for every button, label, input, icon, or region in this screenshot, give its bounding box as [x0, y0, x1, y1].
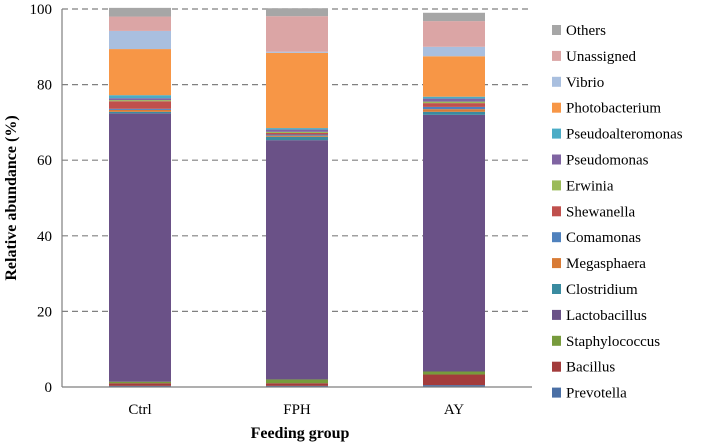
legend-swatch [552, 102, 561, 113]
bar-segment-shewanella [266, 132, 328, 135]
legend-swatch [552, 76, 561, 87]
bar-segment-shewanella [109, 101, 171, 109]
legend-swatch [552, 154, 561, 165]
bar-segment-pseudoalteromonas [266, 128, 328, 130]
x-axis-title: Feeding group [251, 425, 350, 442]
bar-segment-lactobacillus [109, 113, 171, 382]
bar-segment-others [423, 12, 485, 22]
legend-label: Pseudoalteromonas [566, 127, 683, 143]
bar-segment-comamonas [109, 108, 171, 110]
legend-swatch [552, 25, 561, 35]
bar-segment-photobacterium [266, 52, 328, 129]
bar-segment-comamonas [423, 106, 485, 110]
bars [109, 7, 485, 387]
bar-segment-bacillus [109, 383, 171, 386]
legend-label: Unassigned [566, 49, 636, 65]
legend-label: Staphylococcus [566, 334, 660, 350]
legend-swatch [552, 361, 561, 372]
legend-label: Others [566, 23, 606, 39]
bar-segment-comamonas [266, 134, 328, 136]
bar-segment-staphylococcus [266, 379, 328, 384]
y-tick-label: 40 [37, 229, 52, 245]
legend-label: Photobacterium [566, 101, 661, 117]
bar-segment-staphylococcus [109, 381, 171, 384]
bar-segment-unassigned [109, 16, 171, 31]
legend-label: Lactobacillus [566, 308, 647, 324]
legend-swatch [552, 128, 561, 139]
legend-swatch [552, 387, 561, 398]
bar-segment-unassigned [423, 21, 485, 47]
bar-segment-bacillus [266, 383, 328, 386]
legend-swatch [552, 335, 561, 346]
bar-segment-clostridium [109, 111, 171, 114]
bar-segment-megasphaera [423, 109, 485, 112]
bar-segment-megasphaera [266, 135, 328, 137]
bar-segment-clostridium [266, 136, 328, 141]
legend-swatch [552, 258, 561, 269]
legend-swatch [552, 180, 561, 191]
legend-label: Pseudomonas [566, 153, 649, 169]
legend-label: Vibrio [566, 75, 604, 91]
bar-segment-vibrio [423, 46, 485, 57]
y-axis-title: Relative abundance (%) [3, 115, 20, 280]
x-tick-label: FPH [283, 402, 311, 418]
bar-segment-pseudoalteromonas [423, 96, 485, 99]
bar-segment-bacillus [423, 374, 485, 386]
bar-segment-pseudoalteromonas [109, 95, 171, 99]
bar-segment-photobacterium [423, 56, 485, 97]
legend-swatch [552, 309, 561, 320]
legend-label: Erwinia [566, 178, 614, 194]
legend-swatch [552, 284, 561, 294]
bar-segment-others [266, 8, 328, 17]
y-tick-label: 80 [37, 78, 52, 94]
y-tick-label: 100 [30, 2, 53, 18]
bar-segment-vibrio [109, 30, 171, 50]
legend: Others Unassigned Vibrio Photobacterium Pseu… [552, 23, 683, 402]
bar-segment-lactobacillus [423, 114, 485, 372]
legend-label: Comamonas [566, 230, 641, 246]
bar-segment-others [109, 7, 171, 17]
legend-label: Bacillus [566, 360, 615, 376]
legend-label: Clostridium [566, 282, 638, 298]
bar-segment-unassigned [266, 16, 328, 52]
x-tick-label: Ctrl [128, 402, 151, 418]
bar-segment-prevotella [423, 385, 485, 387]
y-tick-label: 60 [37, 153, 52, 169]
bar-segment-shewanella [423, 103, 485, 107]
legend-swatch [552, 206, 561, 217]
bar-segment-pseudomonas [423, 98, 485, 102]
bar-segment-vibrio [266, 51, 328, 53]
bar-segment-erwinia [266, 131, 328, 133]
bar-segment-erwinia [423, 101, 485, 104]
bar-segment-lactobacillus [266, 140, 328, 380]
bar-segment-clostridium [423, 111, 485, 115]
bar-segment-pseudomonas [109, 98, 171, 101]
legend-label: Megasphaera [566, 256, 646, 272]
legend-swatch [552, 232, 561, 243]
bar-segment-photobacterium [109, 49, 171, 96]
legend-label: Prevotella [566, 386, 627, 402]
legend-swatch [552, 50, 561, 61]
bar-segment-pseudomonas [266, 129, 328, 132]
y-tick-label: 20 [37, 304, 52, 320]
x-tick-label: AY [444, 402, 464, 418]
bar-segment-erwinia [109, 100, 171, 102]
legend-label: Shewanella [566, 204, 635, 220]
bar-segment-megasphaera [109, 109, 171, 112]
y-tick-label: 0 [45, 380, 53, 396]
bar-segment-staphylococcus [423, 371, 485, 375]
axes: 0 20 40 60 80 100 Ctrl FPH AY [30, 2, 532, 418]
